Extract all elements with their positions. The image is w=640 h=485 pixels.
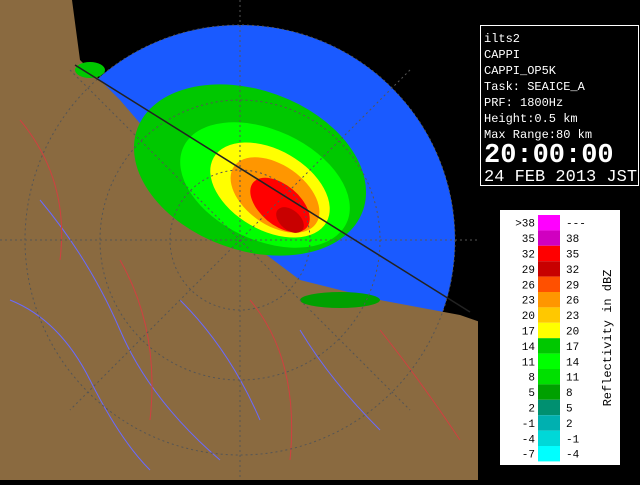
legend-high: 14 [566,357,580,369]
legend-swatch [538,384,560,400]
legend-low: 8 [528,373,535,385]
legend-swatch [538,322,560,339]
legend-low: >38 [515,219,535,231]
legend-low: -1 [522,419,536,431]
legend-high: 20 [566,327,579,339]
info-line: Height:0.5 km [484,112,578,126]
legend-swatch [538,399,560,416]
legend-low: 29 [522,265,535,277]
legend-low: 5 [528,388,535,400]
info-line: Max Range:80 km [484,128,592,142]
legend-swatch [538,353,560,369]
legend-low: 11 [522,357,536,369]
legend: >38 --- 35 38 32 35 29 32 26 29 23 26 20 23 17 20 14 17 11… [515,215,586,462]
legend-swatch [538,338,560,354]
info-line: CAPPI_OP5K [484,64,557,78]
range-rings [0,0,478,480]
legend-title: Reflectivity in dBZ [601,270,615,407]
legend-high: 26 [566,296,579,308]
legend-low: 23 [522,296,535,308]
info-panel [480,25,639,186]
info-line: ilts2 [484,32,520,46]
legend-swatch [538,430,560,446]
rivers [9,119,461,471]
info-line: Task: SEAICE_A [484,80,586,94]
legend-high: 29 [566,280,579,292]
legend-swatch [538,261,560,277]
legend-swatch [538,292,560,308]
legend-swatch [538,415,560,431]
legend-low: 32 [522,250,535,262]
legend-high: 35 [566,250,579,262]
legend-low: -7 [522,450,535,462]
radar-map [0,0,478,480]
legend-low: 2 [528,404,535,416]
legend-swatch [538,369,560,385]
legend-low: 35 [522,234,535,246]
legend-high: 32 [566,265,579,277]
legend-low: -4 [522,434,536,446]
legend-high: --- [566,219,586,231]
legend-high: -1 [566,434,580,446]
legend-swatch [538,215,560,231]
precipitation [75,62,380,308]
legend-high: 23 [566,311,579,323]
legend-swatch [538,446,560,462]
legend-high: 11 [566,373,580,385]
legend-high: 17 [566,342,579,354]
legend-high: 8 [566,388,573,400]
legend-swatch [538,230,560,246]
info-line: PRF: 1800Hz [484,96,563,110]
legend-high: -4 [566,450,580,462]
time: 20:00:00 [484,141,614,171]
legend-low: 20 [522,311,535,323]
info-text: ilts2 CAPPI CAPPI_OP5K Task: SEAICE_A PRF: 1… [484,32,592,142]
legend-high: 2 [566,419,573,431]
legend-high: 5 [566,404,573,416]
legend-low: 26 [522,280,535,292]
info-line: CAPPI [484,48,520,62]
legend-swatch [538,245,560,262]
coastline [74,64,471,313]
legend-swatch [538,276,560,292]
legend-low: 14 [522,342,536,354]
legend-low: 17 [522,327,535,339]
legend-high: 38 [566,234,579,246]
legend-swatch [538,307,560,323]
date: 24 FEB 2013 JST [484,168,637,187]
